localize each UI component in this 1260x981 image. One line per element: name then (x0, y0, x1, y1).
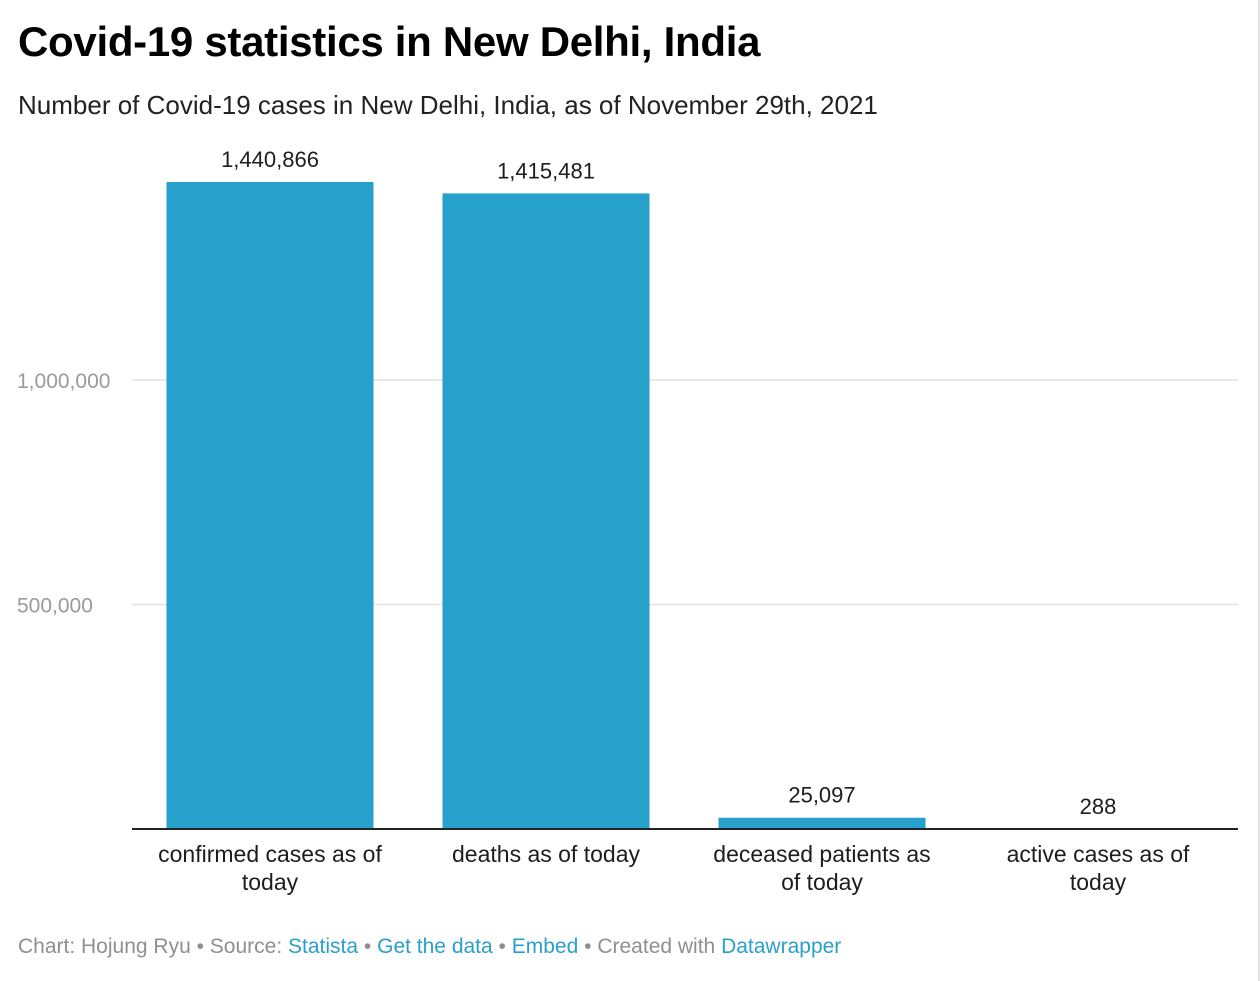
chart-subtitle: Number of Covid-19 cases in New Delhi, I… (18, 90, 878, 120)
footer-separator: • (196, 935, 204, 958)
datawrapper-link[interactable]: Datawrapper (721, 935, 842, 958)
x-category-label: deaths as of today (452, 841, 640, 867)
source-label: Source: (209, 935, 283, 958)
x-category-label: today (242, 869, 299, 895)
footer-separator: • (584, 935, 592, 958)
bar-chart: 500,000 1,000,000 1,440,866 confirmed cases… (17, 147, 1238, 895)
y-tick-label: 500,000 (17, 594, 93, 617)
chart-title: Covid-19 statistics in New Delhi, India (18, 18, 761, 65)
bar (166, 182, 374, 829)
created-with-label: Created with (597, 935, 716, 958)
x-category-label: confirmed cases as of (158, 841, 382, 867)
bar (442, 193, 650, 829)
y-tick-label: 1,000,000 (17, 370, 110, 393)
bar-value-label: 288 (1080, 794, 1117, 819)
x-category-label: of today (781, 869, 863, 895)
bar-value-label: 25,097 (788, 783, 855, 808)
footer-separator: • (498, 935, 506, 958)
x-category-label: active cases as of (1007, 841, 1190, 867)
chart-credit: Chart: Hojung Ryu (18, 935, 191, 958)
right-border (1258, 0, 1260, 981)
embed-link[interactable]: Embed (511, 935, 579, 958)
get-data-link[interactable]: Get the data (377, 935, 493, 958)
bar (718, 817, 926, 829)
source-link[interactable]: Statista (288, 935, 359, 958)
x-category-label: deceased patients as (713, 841, 930, 867)
x-category-label: today (1070, 869, 1127, 895)
chart-footer: Chart: Hojung Ryu • Source: Statista • G… (18, 935, 841, 959)
footer-separator: • (363, 935, 372, 958)
bar-value-label: 1,415,481 (497, 158, 595, 183)
bar-value-label: 1,440,866 (221, 147, 319, 172)
